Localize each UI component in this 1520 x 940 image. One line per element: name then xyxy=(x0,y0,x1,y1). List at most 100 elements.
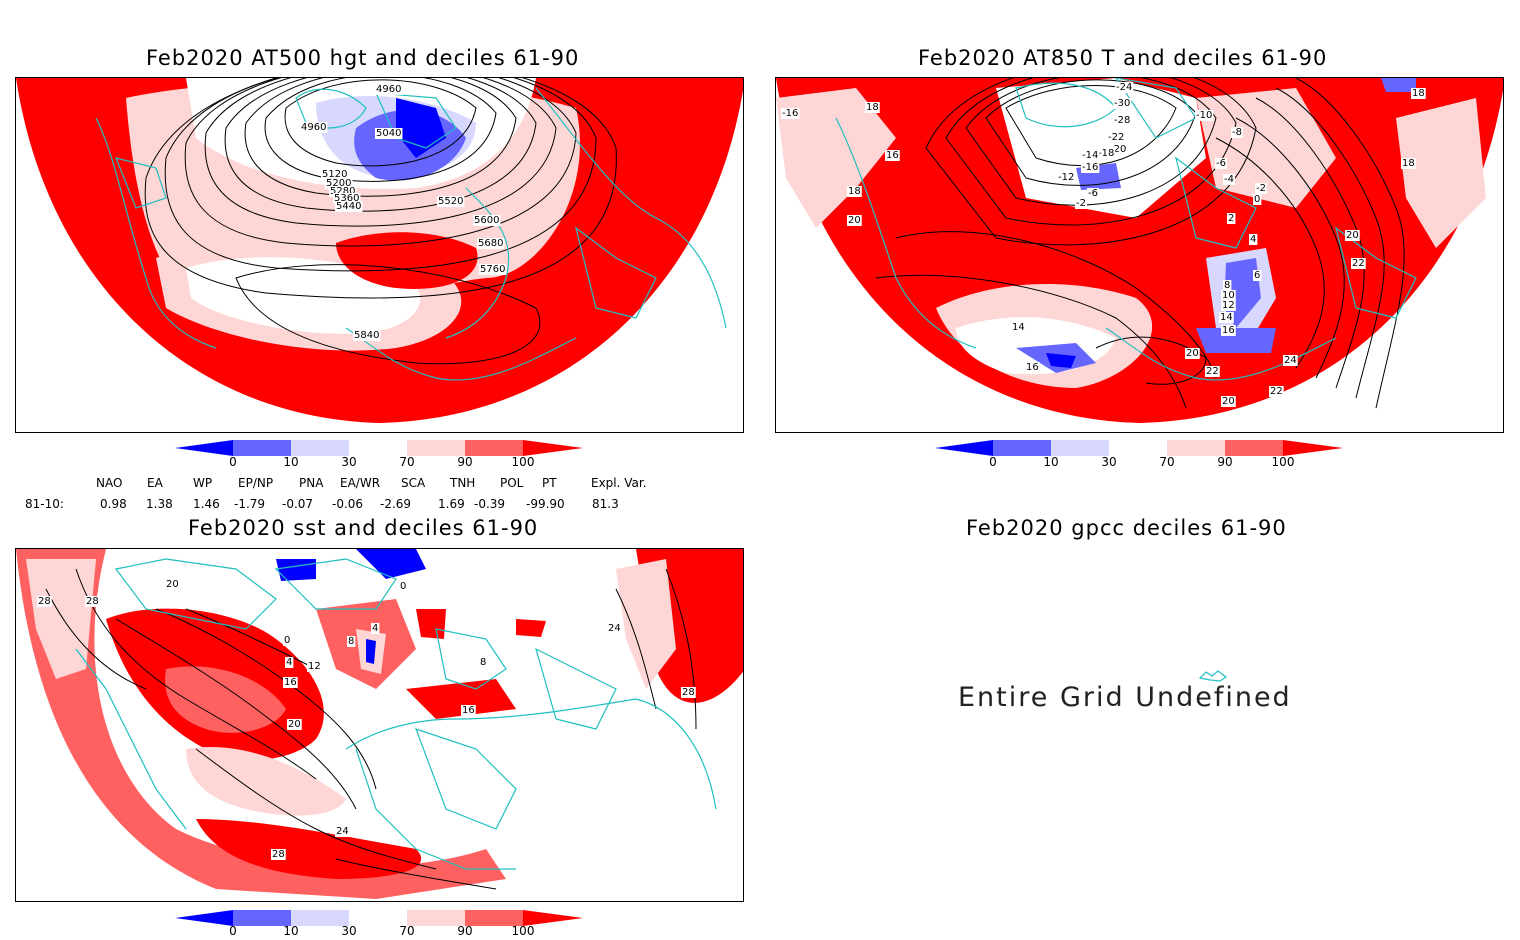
contour-label: -22 xyxy=(1108,132,1124,143)
contour-label: 24 xyxy=(1284,355,1297,366)
contour-label: 5200 xyxy=(326,178,351,189)
contour-label: 5600 xyxy=(474,215,499,226)
contour-label: 22 xyxy=(1352,258,1365,269)
colorbar-label: 100 xyxy=(1271,455,1295,469)
contour-label: 14 xyxy=(1220,312,1233,323)
colorbar-segment xyxy=(1051,440,1109,456)
colorbar-label: 70 xyxy=(399,455,415,469)
gpcc-panel-title: Feb2020 gpcc deciles 61-90 xyxy=(966,516,1287,540)
contour-label: 20 xyxy=(848,215,861,226)
index-header: PNA xyxy=(299,476,324,490)
contour-label: 20 xyxy=(166,579,179,590)
index-header: SCA xyxy=(401,476,426,490)
contour-label: 28 xyxy=(682,687,695,698)
t850-contour-labels: -24 -30 -28 -22 -20 -18 -14 -12 -10 -8 -… xyxy=(781,82,1426,407)
colorbar-segment xyxy=(465,440,523,456)
contour-label: 8 xyxy=(480,657,486,668)
contour-label: 20 xyxy=(288,719,301,730)
sst-contour-labels: 28 28 20 24 28 24 28 20 16 12 8 4 0 4 8 … xyxy=(37,579,696,860)
contour-label: 20 xyxy=(1222,396,1235,407)
contour-label: -28 xyxy=(1114,115,1130,126)
contour-label: 18 xyxy=(866,102,879,113)
colorbar-label: 90 xyxy=(1217,455,1233,469)
contour-label: -2 xyxy=(1256,183,1266,194)
contour-label: -2 xyxy=(1076,198,1086,209)
contour-label: 2 xyxy=(1228,213,1234,224)
colorbar-label: 70 xyxy=(1159,455,1175,469)
hgt-panel-title: Feb2020 AT500 hgt and deciles 61-90 xyxy=(146,46,580,70)
colorbar-label: 0 xyxy=(989,455,997,469)
index-header: WP xyxy=(193,476,213,490)
contour-label: 5520 xyxy=(438,196,463,207)
colorbar-segment xyxy=(1283,440,1343,456)
index-header: EA/WR xyxy=(340,476,381,490)
colorbar-sst: 0 10 30 70 90 100 xyxy=(175,910,585,940)
contour-label: 16 xyxy=(1222,325,1235,336)
contour-label: -16 xyxy=(782,108,798,119)
contour-label: 5040 xyxy=(376,128,401,139)
contour-label: 8 xyxy=(1224,280,1230,291)
colorbar-segment xyxy=(349,440,407,456)
index-header: PT xyxy=(542,476,557,490)
contour-label: 28 xyxy=(38,596,51,607)
colorbar-segment xyxy=(407,910,465,926)
index-header: EP/NP xyxy=(238,476,274,490)
index-header: EA xyxy=(147,476,163,490)
index-value: -2.69 xyxy=(380,497,412,511)
colorbar-segment xyxy=(233,440,291,456)
index-header: NAO xyxy=(96,476,123,490)
contour-label: -20 xyxy=(1110,144,1126,155)
index-value: -1.79 xyxy=(234,497,266,511)
colorbar-label: 30 xyxy=(1101,455,1117,469)
t850-panel-title: Feb2020 AT850 T and deciles 61-90 xyxy=(918,46,1328,70)
contour-label: -4 xyxy=(1224,174,1234,185)
colorbar-label: 90 xyxy=(457,455,473,469)
contour-label: 5440 xyxy=(336,201,361,212)
colorbar-label: 0 xyxy=(229,924,237,938)
index-value: 1.46 xyxy=(193,497,220,511)
colorbar-label: 30 xyxy=(341,924,357,938)
index-value: -0.06 xyxy=(332,497,364,511)
index-value: -99.90 xyxy=(526,497,565,511)
colorbar-label: 70 xyxy=(399,924,415,938)
contour-label: 16 xyxy=(462,705,475,716)
index-value: -0.07 xyxy=(282,497,314,511)
contour-label: 4 xyxy=(286,657,292,668)
colorbar-segment xyxy=(465,910,523,926)
contour-label: 28 xyxy=(86,596,99,607)
contour-label: 24 xyxy=(608,623,621,634)
index-row-label: 81-10: xyxy=(25,497,64,511)
colorbar-hgt: 0 10 30 70 90 100 xyxy=(175,440,585,472)
contour-label: 22 xyxy=(1206,366,1219,377)
contour-label: 22 xyxy=(1270,386,1283,397)
colorbar-segment xyxy=(935,440,993,456)
colorbar-segment xyxy=(993,440,1051,456)
colorbar-label: 10 xyxy=(283,924,299,938)
index-value: 1.38 xyxy=(146,497,173,511)
index-value: -0.39 xyxy=(474,497,506,511)
colorbar-swatches xyxy=(175,440,583,456)
colorbar-segment xyxy=(523,910,583,926)
colorbar-segment xyxy=(175,910,233,926)
contour-label: 5840 xyxy=(354,330,379,341)
contour-label: 18 xyxy=(1412,88,1425,99)
hgt-map: 4960 4960 5040 5120 5200 5280 5360 5440 … xyxy=(16,78,743,432)
contour-label: -30 xyxy=(1114,98,1130,109)
contour-label: 8 xyxy=(348,636,354,647)
colorbar-label: 0 xyxy=(229,455,237,469)
contour-label: -24 xyxy=(1116,82,1132,93)
colorbar-label: 100 xyxy=(511,924,535,938)
t850-map-panel: -24 -30 -28 -22 -20 -18 -14 -12 -10 -8 -… xyxy=(775,77,1504,433)
colorbar-label: 10 xyxy=(283,455,299,469)
colorbar-segment xyxy=(1225,440,1283,456)
colorbar-segment xyxy=(291,440,349,456)
contour-label: 12 xyxy=(308,661,321,672)
t850-map: -24 -30 -28 -22 -20 -18 -14 -12 -10 -8 -… xyxy=(776,78,1503,432)
contour-label: -18 xyxy=(1098,148,1114,159)
colorbar-segment xyxy=(1109,440,1167,456)
contour-label: 20 xyxy=(1346,230,1359,241)
colorbar-t850: 0 10 30 70 90 100 xyxy=(935,440,1345,472)
index-header: Expl. Var. xyxy=(591,476,647,490)
sst-map-panel: 28 28 20 24 28 24 28 20 16 12 8 4 0 4 8 … xyxy=(15,548,744,902)
contour-label: -6 xyxy=(1088,188,1098,199)
